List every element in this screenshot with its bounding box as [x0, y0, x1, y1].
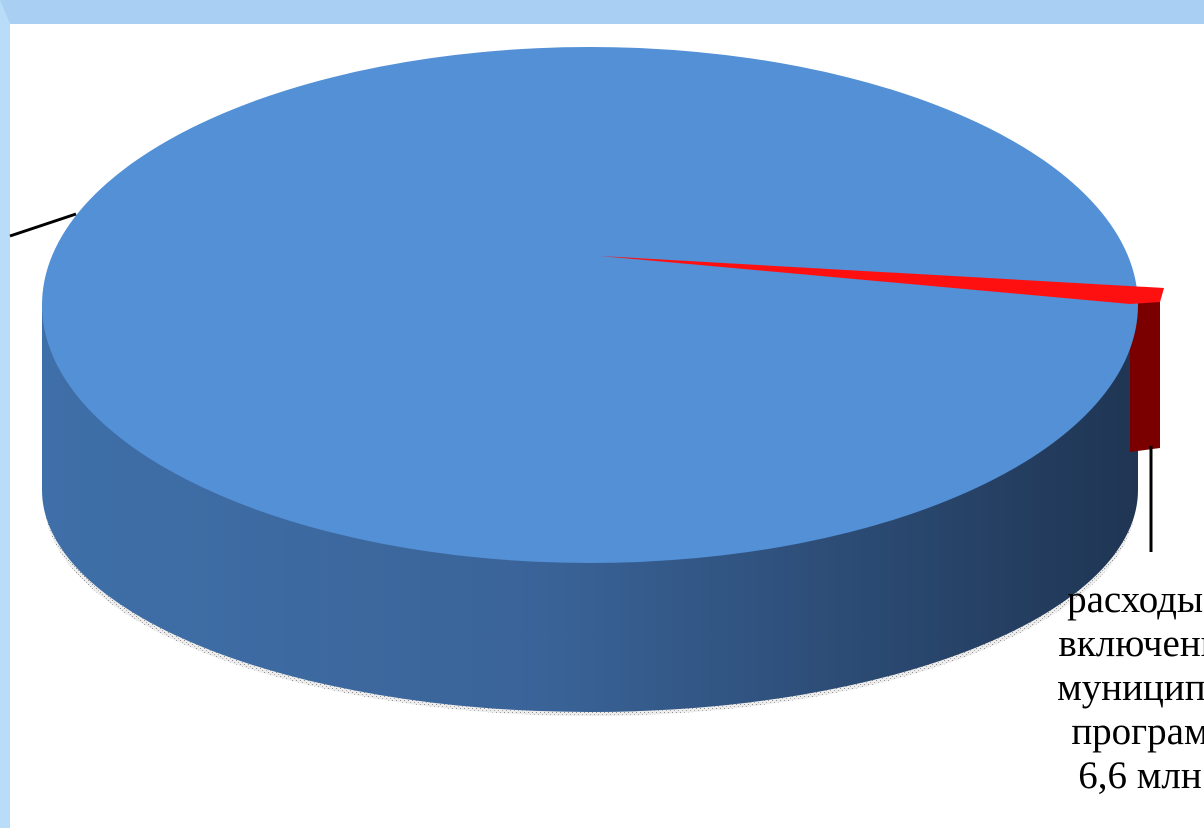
slice-label-line: включенн — [1058, 622, 1204, 665]
slice-label-line: расходы, — [1067, 578, 1204, 621]
leader-line-left — [9, 212, 77, 238]
slice-label-line: 6,6 млн — [1078, 754, 1202, 797]
slice-label-line: програм — [1071, 710, 1204, 753]
pie-side-wall — [42, 300, 1138, 712]
pie-slice-2 — [600, 256, 1164, 304]
pie-slice-side-2 — [1130, 292, 1160, 452]
slice-label-line: муниципа — [1057, 666, 1204, 709]
pie-slice-1 — [42, 47, 1138, 563]
slice-label-2: расходы, включенн муниципа програм 6,6 м… — [1010, 578, 1204, 798]
